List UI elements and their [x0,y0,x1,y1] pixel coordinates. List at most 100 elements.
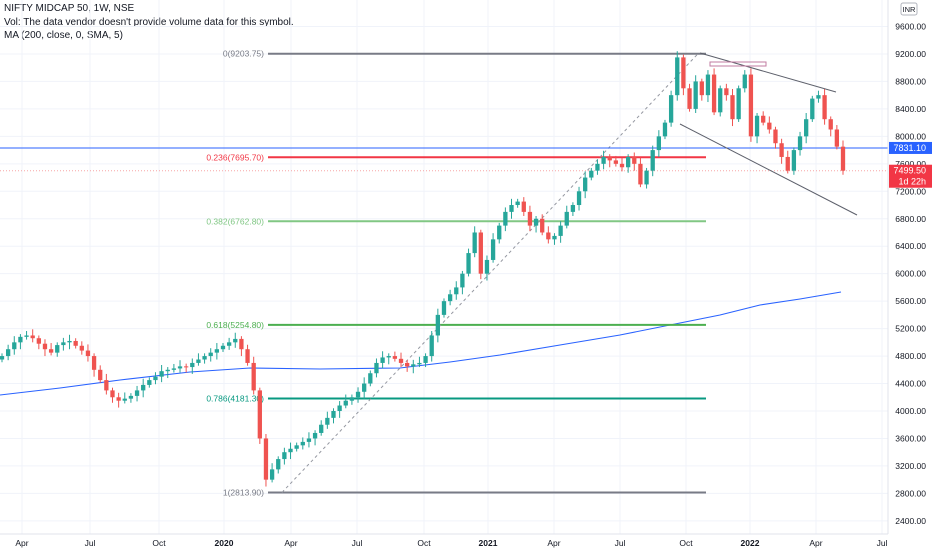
candle-body [392,356,398,359]
channel-upper-line [699,52,837,93]
candle-up [208,348,213,362]
candle-down [398,352,404,368]
candle-down [828,116,833,137]
candle-body [67,340,72,343]
candle-body [607,156,612,161]
chart-title: NIFTY MIDCAP 50, 1W, NSE [4,3,135,14]
candle-up [368,370,373,387]
candle-body [263,438,269,480]
candle-up [362,377,367,399]
time-tick-label: Jul [352,538,363,548]
candle-body [239,338,244,350]
candle-up [128,393,134,403]
candle-body [233,338,238,343]
price-tick-label: 9600.00 [895,22,926,32]
candle-up [497,222,502,244]
candle-up [509,198,514,219]
ma-legend[interactable]: MA (200, close, 0, SMA, 5) [4,30,123,41]
candle-up [171,363,177,373]
candle-down [110,387,115,403]
price-tick-label: 3200.00 [895,461,926,471]
candle-up [159,364,164,383]
candle-up [220,343,226,352]
candle-up [804,113,809,144]
candle-body [411,364,416,367]
candle-down [767,116,772,134]
candle-body [681,57,686,89]
candle-body [190,362,195,368]
candle-up [589,167,594,181]
candle-body [552,235,557,240]
candle-up [466,248,471,277]
volume-note: Vol: The data vendor doesn't provide vol… [4,17,294,28]
candle-down [607,154,612,168]
candle-body [177,366,183,369]
candle-down [405,360,410,372]
candle-body [840,146,846,171]
candle-up [736,85,741,122]
candle-up [141,378,146,398]
candle-down [613,155,619,167]
candle-up [447,289,453,306]
candle-down [245,344,250,366]
candle-up [435,308,440,343]
candle-down [822,88,827,125]
candle-body [153,376,158,381]
fibonacci-retracement: 0(9203.75) 0.236(7695.70) 0.382(6762.80) 0.… [206,49,706,497]
candle-down [761,111,766,126]
price-tick-label: 7200.00 [895,186,926,196]
candle-up [515,198,520,208]
candle-body [472,232,477,254]
candle-down [79,341,84,355]
currency-badge[interactable] [900,2,918,16]
candle-body [386,356,391,358]
fib-level-label: 0.786(4181.30) [206,394,264,404]
candle-body [650,150,655,171]
candle-body [42,343,48,350]
candle-down [91,353,97,377]
candle-up [742,70,747,93]
price-tick-label: 4800.00 [895,351,926,361]
price-tick-label: 4400.00 [895,379,926,389]
candle-body [196,359,201,363]
time-tick-label: Apr [284,538,297,548]
moving-average-layer [0,291,842,396]
candle-body [98,369,103,381]
candle-body [423,356,428,363]
candle-body [521,201,526,212]
candle-up [472,226,477,258]
time-tick-label: Jul [615,538,626,548]
candle-body [730,95,735,120]
price-tag: 7831.10 [889,141,932,154]
range-box [709,61,767,67]
candle-up [306,432,312,448]
candle-down [546,226,551,244]
candle-body [257,390,262,439]
candle-up [202,353,207,364]
candle-up [312,430,318,446]
price-tick-label: 6800.00 [895,214,926,224]
candle-down [730,88,735,127]
candle-body [55,345,60,353]
candle-body [441,301,447,315]
candle-up [214,343,220,360]
candle-body [202,356,207,360]
price-tick-label: 3600.00 [895,433,926,443]
candle-up [533,216,539,233]
candle-up [503,207,508,232]
candle-down [104,373,109,395]
fib-level-label: 0(9203.75) [223,49,264,59]
candle-up [576,186,582,211]
candle-body [349,397,355,401]
candle-body [711,74,717,113]
price-tag: 7499.50 [889,164,932,177]
candle-up [349,394,355,405]
candle-body [773,129,778,144]
candle-body [564,211,569,226]
candle-body [754,115,760,137]
candle-down [48,343,54,356]
candle-body [110,390,115,398]
candle-up [134,385,140,402]
candle-body [141,384,146,391]
